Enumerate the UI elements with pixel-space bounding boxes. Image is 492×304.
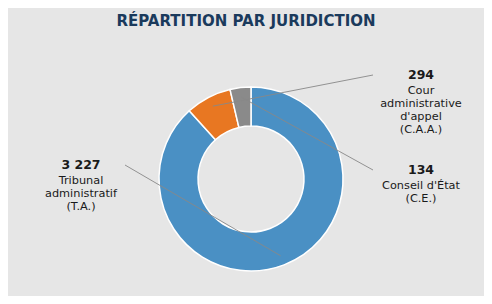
html-text:RÉPARTITION PAR JURIDICTION: RÉPARTITION PAR JURIDICTION	[116, 12, 376, 30]
svg-text:Conseil d'État(C.E.): Conseil d'État(C.E.)	[382, 179, 460, 205]
svg-text:3 227: 3 227	[61, 157, 100, 172]
svg-text:Tribunaladministratif(T.A.): Tribunaladministratif(T.A.)	[45, 174, 118, 213]
svg-text:134: 134	[408, 162, 434, 177]
svg-text:294: 294	[408, 67, 434, 82]
svg-text:Couradministratived'appel(C.A.: Couradministratived'appel(C.A.A.)	[380, 84, 462, 136]
